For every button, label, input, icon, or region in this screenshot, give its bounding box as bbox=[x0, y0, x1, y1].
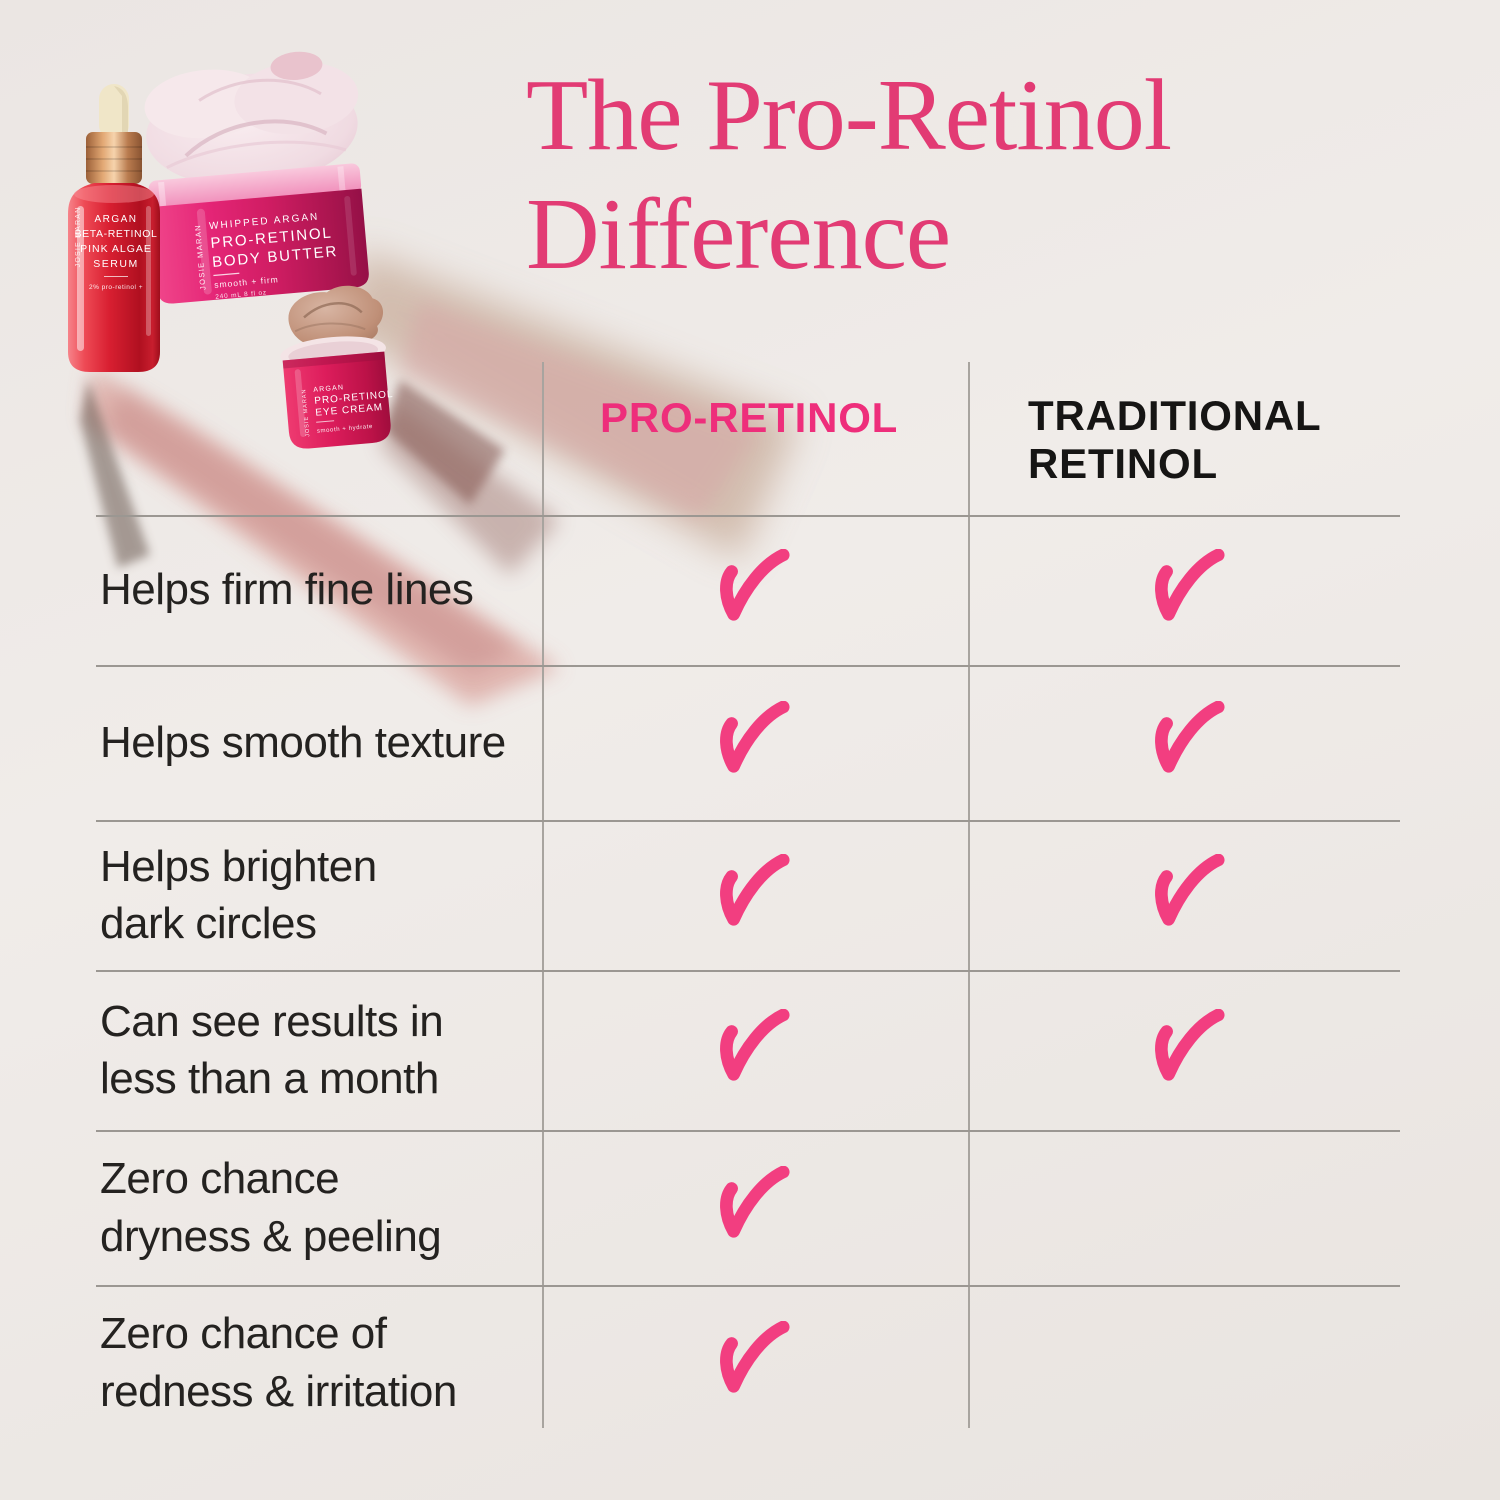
column-header-line: TRADITIONAL bbox=[1028, 392, 1322, 439]
row-label-smooth-texture: Helps smooth texture bbox=[100, 665, 540, 820]
serum-label-line: BETA-RETINOL bbox=[75, 228, 158, 240]
checkmark-icon bbox=[1154, 549, 1226, 631]
row-label-line: less than a month bbox=[100, 1054, 439, 1103]
check-pro-row3 bbox=[715, 850, 795, 940]
serum-label-line: ARGAN bbox=[94, 214, 137, 225]
check-pro-row1 bbox=[715, 545, 795, 635]
serum-label-line: SERUM bbox=[93, 258, 138, 270]
row-label-line: Helps brighten bbox=[100, 841, 377, 891]
check-trad-row4 bbox=[1150, 1005, 1230, 1095]
column-header-pro-retinol: PRO-RETINOL bbox=[600, 394, 898, 442]
page-title: The Pro-Retinol Difference bbox=[526, 56, 1366, 295]
product-photo: JOSIE MARAN WHIPPED ARGAN PRO-RETINOL BO… bbox=[68, 51, 800, 706]
eye-cream-jar: JOSIE MARAN ARGAN PRO-RETINOL EYE CREAM … bbox=[280, 285, 394, 449]
serum-bottle: JOSIE MARAN ARGAN BETA-RETINOL PINK ALGA… bbox=[68, 84, 160, 372]
checkmark-icon bbox=[1154, 1009, 1226, 1091]
check-trad-row1 bbox=[1150, 545, 1230, 635]
row-label-results-in-month: Can see results in less than a month bbox=[100, 970, 540, 1130]
row-label-zero-redness-irritation: Zero chance of redness & irritation bbox=[100, 1285, 540, 1440]
row-label-brighten-dark-circles: Helps brighten dark circles bbox=[100, 820, 540, 970]
column-header-line: PRO-RETINOL bbox=[600, 394, 899, 441]
checkmark-icon bbox=[719, 1009, 791, 1091]
column-divider bbox=[542, 362, 544, 1428]
row-divider bbox=[96, 515, 1400, 517]
dropper-bulb bbox=[99, 84, 129, 140]
row-label-line: Helps smooth texture bbox=[100, 717, 506, 767]
column-header-traditional-retinol: TRADITIONAL RETINOL bbox=[1028, 392, 1321, 488]
checkmark-icon bbox=[1154, 701, 1226, 783]
eye-cream-brand-vertical: JOSIE MARAN bbox=[301, 388, 311, 437]
checkmark-icon bbox=[1154, 854, 1226, 936]
row-divider bbox=[96, 820, 1400, 822]
checkmark-icon bbox=[719, 701, 791, 783]
row-label-line: dark circles bbox=[100, 899, 317, 948]
checkmark-icon bbox=[719, 854, 791, 936]
column-header-line: RETINOL bbox=[1028, 439, 1218, 487]
dropper-collar bbox=[86, 132, 142, 184]
row-divider bbox=[96, 665, 1400, 667]
eye-cream-sub: smooth + hydrate bbox=[317, 424, 373, 435]
eye-cream-label-line: ARGAN bbox=[313, 384, 344, 394]
check-pro-row6 bbox=[715, 1317, 795, 1407]
body-butter-jar: JOSIE MARAN WHIPPED ARGAN PRO-RETINOL BO… bbox=[144, 51, 369, 304]
checkmark-icon bbox=[719, 1166, 791, 1248]
serum-brand-vertical: JOSIE MARAN bbox=[75, 207, 82, 268]
page-title-line: Difference bbox=[526, 178, 951, 292]
row-label-line: Helps firm fine lines bbox=[100, 565, 474, 615]
serum-sub: 2% pro-retinol + bbox=[89, 284, 143, 291]
check-pro-row4 bbox=[715, 1005, 795, 1095]
check-trad-row3 bbox=[1150, 850, 1230, 940]
serum-label-line: PINK ALGAE bbox=[80, 243, 152, 255]
photo-shadows bbox=[80, 250, 800, 706]
row-label-line: Zero chance bbox=[100, 1154, 340, 1204]
checkmark-icon bbox=[719, 1321, 791, 1403]
row-divider bbox=[96, 1285, 1400, 1287]
row-label-line: Can see results in bbox=[100, 996, 444, 1046]
column-divider bbox=[968, 362, 970, 1428]
check-pro-row5 bbox=[715, 1162, 795, 1252]
body-butter-size: 240 mL 8 fl oz bbox=[215, 289, 267, 300]
check-pro-row2 bbox=[715, 697, 795, 787]
row-label-line: redness & irritation bbox=[100, 1366, 457, 1416]
row-label-zero-dryness-peeling: Zero chance dryness & peeling bbox=[100, 1130, 540, 1285]
row-label-firm-fine-lines: Helps firm fine lines bbox=[100, 515, 540, 665]
row-label-line: dryness & peeling bbox=[100, 1211, 442, 1261]
check-trad-row2 bbox=[1150, 697, 1230, 787]
row-divider bbox=[96, 1130, 1400, 1132]
checkmark-icon bbox=[719, 549, 791, 631]
row-label-line: Zero chance of bbox=[100, 1309, 387, 1359]
row-divider bbox=[96, 970, 1400, 972]
page-title-line: The Pro-Retinol bbox=[526, 59, 1172, 172]
